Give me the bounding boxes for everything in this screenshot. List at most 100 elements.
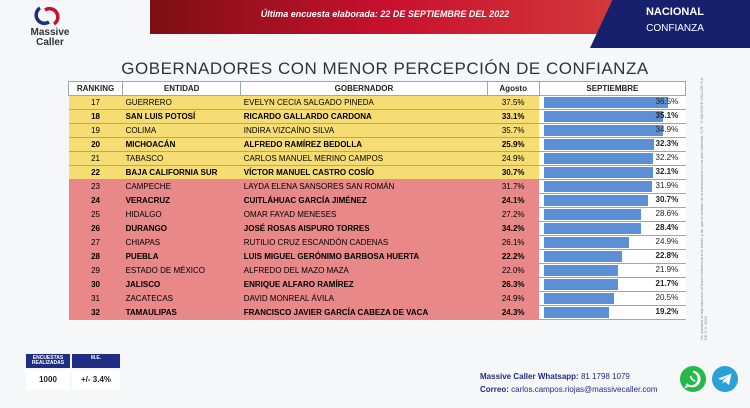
table-row: 30 JALISCO ENRIQUE ALFARO RAMÍREZ 26.3% 21.7… — [69, 278, 686, 292]
september-cell: 28.6% — [539, 208, 685, 222]
scope-title: NACIONAL — [620, 6, 730, 18]
brand-logo: Massive Caller — [10, 4, 90, 48]
september-bar — [544, 167, 653, 178]
table-row: 23 CAMPECHE LAYDA ELENA SANSORES SAN ROMÁN… — [69, 180, 686, 194]
entity-cell: ESTADO DE MÉXICO — [123, 264, 241, 278]
september-bar — [544, 125, 663, 136]
entity-cell: SAN LUIS POTOSÍ — [123, 110, 241, 124]
table-row: 31 ZACATECAS DAVID MONREAL ÁVILA 24.9% 20.5% — [69, 292, 686, 306]
september-bar — [544, 251, 622, 262]
august-cell: 22.2% — [487, 250, 539, 264]
governor-cell: EVELYN CECIA SALGADO PINEDA — [241, 96, 487, 110]
governor-cell: INDIRA VIZCAÍNO SILVA — [241, 124, 487, 138]
table-row: 25 HIDALGO OMAR FAYAD MENESES 27.2% 28.6% — [69, 208, 686, 222]
september-value: 28.6% — [656, 209, 679, 218]
entity-cell: VERACRUZ — [123, 194, 241, 208]
august-cell: 34.2% — [487, 222, 539, 236]
table-row: 18 SAN LUIS POTOSÍ RICARDO GALLARDO CARDON… — [69, 110, 686, 124]
september-cell: 24.9% — [539, 236, 685, 250]
table-row: 32 TAMAULIPAS FRANCISCO JAVIER GARCÍA CABE… — [69, 306, 686, 320]
table-row: 29 ESTADO DE MÉXICO ALFREDO DEL MAZO MAZA 2… — [69, 264, 686, 278]
september-cell: 32.2% — [539, 152, 685, 166]
september-cell: 35.1% — [539, 110, 685, 124]
governor-cell: LAYDA ELENA SANSORES SAN ROMÁN — [241, 180, 487, 194]
email-contact: Correo: carlos.campos.riojas@massivecall… — [480, 385, 658, 394]
governor-cell: ALFREDO RAMÍREZ BEDOLLA — [241, 138, 487, 152]
september-value: 21.7% — [656, 279, 679, 288]
september-cell: 34.9% — [539, 124, 685, 138]
rank-cell: 18 — [69, 110, 123, 124]
whatsapp-icon[interactable] — [680, 366, 706, 392]
table-row: 22 BAJA CALIFORNIA SUR VÍCTOR MANUEL CASTR… — [69, 166, 686, 180]
table-row: 20 MICHOACÁN ALFREDO RAMÍREZ BEDOLLA 25.9% 3… — [69, 138, 686, 152]
september-value: 32.3% — [656, 139, 679, 148]
entity-cell: DURANGO — [123, 222, 241, 236]
rank-cell: 25 — [69, 208, 123, 222]
september-bar — [544, 237, 629, 248]
rank-cell: 30 — [69, 278, 123, 292]
august-cell: 22.0% — [487, 264, 539, 278]
september-bar — [544, 265, 618, 276]
surveys-label: ENCUESTAS REALIZADAS — [26, 354, 70, 368]
september-bar — [544, 209, 641, 220]
september-bar — [544, 293, 614, 304]
august-cell: 24.9% — [487, 292, 539, 306]
rank-cell: 19 — [69, 124, 123, 138]
entity-cell: CHIAPAS — [123, 236, 241, 250]
col-august: Agosto — [487, 82, 539, 96]
september-value: 32.2% — [656, 153, 679, 162]
entity-cell: GUERRERO — [123, 96, 241, 110]
table-row: 19 COLIMA INDIRA VIZCAÍNO SILVA 35.7% 34.9% — [69, 124, 686, 138]
governor-cell: FRANCISCO JAVIER GARCÍA CABEZA DE VACA — [241, 306, 487, 320]
rank-cell: 29 — [69, 264, 123, 278]
september-value: 35.1% — [656, 111, 679, 120]
email-link[interactable]: carlos.campos.riojas@massivecaller.com — [511, 385, 657, 394]
september-cell: 31.9% — [539, 180, 685, 194]
survey-date: Última encuesta elaborada: 22 DE SEPTIEM… — [150, 9, 620, 19]
rank-cell: 23 — [69, 180, 123, 194]
rank-cell: 24 — [69, 194, 123, 208]
august-cell: 24.1% — [487, 194, 539, 208]
september-bar — [544, 97, 668, 108]
governor-cell: ALFREDO DEL MAZO MAZA — [241, 264, 487, 278]
august-cell: 24.9% — [487, 152, 539, 166]
telegram-icon[interactable] — [712, 366, 738, 392]
whatsapp-number[interactable]: 81 1798 1079 — [581, 372, 630, 381]
governor-cell: OMAR FAYAD MENESES — [241, 208, 487, 222]
september-bar — [544, 307, 609, 318]
governor-cell: LUIS MIGUEL GERÓNIMO BARBOSA HUERTA — [241, 250, 487, 264]
governor-cell: RICARDO GALLARDO CARDONA — [241, 110, 487, 124]
september-bar — [544, 279, 618, 290]
entity-cell: MICHOACÁN — [123, 138, 241, 152]
september-bar — [544, 181, 652, 192]
table-row: 27 CHIAPAS RUTILIO CRUZ ESCANDÓN CADENAS 26… — [69, 236, 686, 250]
logo-mark-icon — [32, 4, 62, 28]
september-cell: 36.5% — [539, 96, 685, 110]
august-cell: 31.7% — [487, 180, 539, 194]
table-row: 26 DURANGO JOSÉ ROSAS AISPURO TORRES 34.2% 2… — [69, 222, 686, 236]
august-cell: 25.9% — [487, 138, 539, 152]
margin-error-label: M.E. — [72, 354, 120, 368]
governor-cell: ENRIQUE ALFARO RAMÍREZ — [241, 278, 487, 292]
governor-cell: JOSÉ ROSAS AISPURO TORRES — [241, 222, 487, 236]
table-body: 17 GUERRERO EVELYN CECIA SALGADO PINEDA 37.… — [69, 96, 686, 320]
september-value: 31.9% — [656, 181, 679, 190]
ranking-table: RANKING ENTIDAD GOBERNADOR Agosto SEPTIE… — [68, 81, 686, 320]
table-row: 24 VERACRUZ CUITLÁHUAC GARCÍA JIMÉNEZ 24.1%… — [69, 194, 686, 208]
rank-cell: 31 — [69, 292, 123, 306]
rank-cell: 22 — [69, 166, 123, 180]
september-value: 24.9% — [656, 237, 679, 246]
september-value: 28.4% — [656, 223, 679, 232]
september-cell: 28.4% — [539, 222, 685, 236]
entity-cell: ZACATECAS — [123, 292, 241, 306]
topic-subtitle: CONFIANZA — [620, 23, 730, 34]
august-cell: 35.7% — [487, 124, 539, 138]
september-cell: 19.2% — [539, 306, 685, 320]
copyright-note: Se autoriza la reproducción al hacer ref… — [700, 70, 708, 340]
august-cell: 24.3% — [487, 306, 539, 320]
entity-cell: HIDALGO — [123, 208, 241, 222]
september-bar — [544, 223, 641, 234]
table-row: 28 PUEBLA LUIS MIGUEL GERÓNIMO BARBOSA HUE… — [69, 250, 686, 264]
col-september: SEPTIEMBRE — [539, 82, 685, 96]
